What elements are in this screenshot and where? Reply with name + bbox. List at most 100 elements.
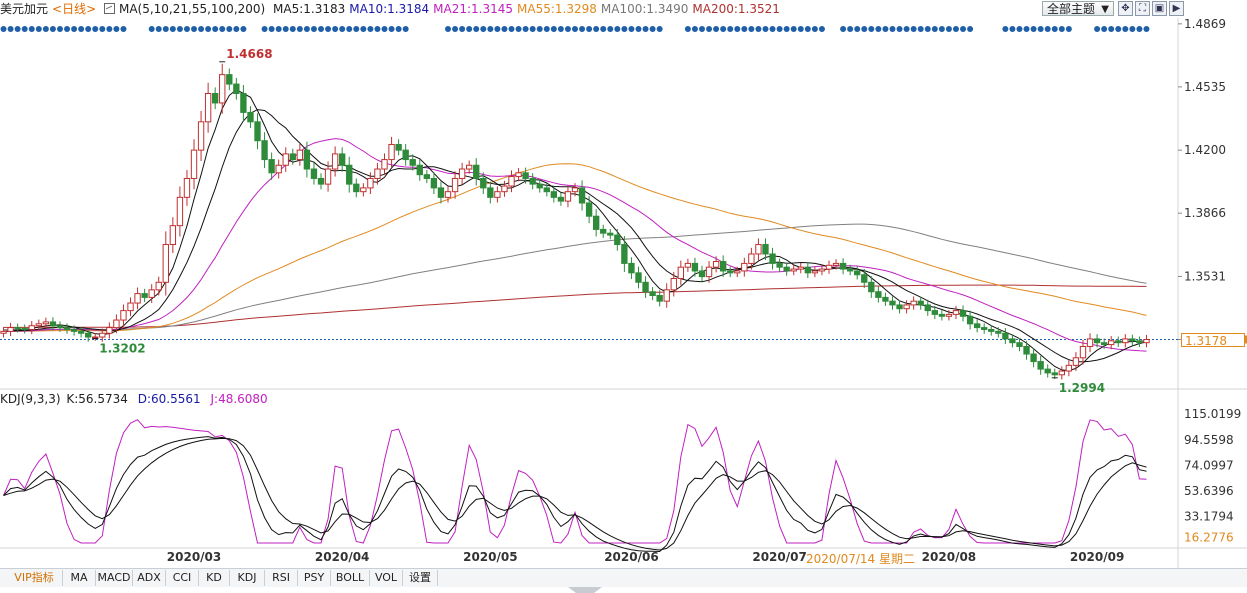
candle <box>988 325 995 336</box>
signal-dot <box>49 26 56 32</box>
signal-dot <box>120 26 127 32</box>
date-tick-label: 2020/07 <box>752 550 806 564</box>
ma55-line <box>3 163 1147 332</box>
candle <box>642 276 649 298</box>
indicator-tab[interactable]: 设置 <box>403 570 438 586</box>
signal-dot <box>487 26 494 32</box>
ma-toggle-icon[interactable] <box>103 3 115 14</box>
price-tick-label: 1.3866 <box>1184 206 1226 220</box>
candle <box>141 288 148 303</box>
indicator-tab[interactable]: CCI <box>166 570 199 586</box>
candle <box>931 305 938 320</box>
indicator-tab[interactable]: MA <box>63 570 96 586</box>
cursor-price-tag: 1.3178 <box>1181 333 1245 348</box>
signal-dot <box>952 26 959 32</box>
candle <box>458 162 466 185</box>
signal-dot <box>332 26 339 32</box>
signal-dot <box>572 26 578 32</box>
candle <box>804 261 812 279</box>
ma-value: MA200:1.3521 <box>692 2 780 16</box>
ma-value: MA5:1.3183 <box>273 2 346 16</box>
candle <box>106 322 113 339</box>
signal-dot <box>896 26 903 32</box>
signal-dot <box>494 26 501 32</box>
signal-dot <box>78 26 85 32</box>
candle <box>451 171 459 199</box>
candle <box>134 287 141 310</box>
indicator-tab[interactable]: VIP指标 <box>6 570 63 586</box>
candle <box>1079 339 1087 365</box>
candle <box>825 260 833 274</box>
signal-dot <box>550 26 557 32</box>
candle <box>28 320 35 335</box>
candle <box>127 297 134 317</box>
kdj-j-line <box>3 419 1147 544</box>
signal-dot <box>628 26 635 32</box>
indicator-tab[interactable]: PSY <box>298 570 331 586</box>
candle <box>42 317 50 329</box>
signal-dot <box>522 26 529 32</box>
candle <box>99 328 106 342</box>
signal-dot <box>776 26 783 32</box>
candle <box>494 186 501 203</box>
indicator-tab[interactable]: BOLL <box>331 570 370 586</box>
candle <box>176 186 184 237</box>
signal-dot <box>797 26 804 32</box>
signal-dot <box>183 26 190 32</box>
candles <box>0 63 1150 380</box>
indicator-tab[interactable]: MACD <box>96 570 133 586</box>
kdj-k-line <box>3 436 1147 553</box>
candle <box>691 257 699 277</box>
date-tick-label: 2020/05 <box>463 550 517 564</box>
indicator-tab[interactable]: KD <box>199 570 230 586</box>
signal-dot <box>155 26 162 32</box>
signal-dot <box>1094 26 1101 32</box>
kdj-tick-label: 16.2776 <box>1184 531 1234 545</box>
candle <box>423 169 431 184</box>
candle <box>995 327 1002 338</box>
candle <box>1100 338 1108 349</box>
candle <box>896 300 903 314</box>
period-selector[interactable]: <日线> <box>52 2 97 16</box>
candle <box>1037 355 1044 375</box>
candle <box>148 284 155 304</box>
candle <box>487 181 494 204</box>
candle <box>289 148 296 165</box>
candle <box>416 159 423 181</box>
move-crosshair-icon[interactable]: ✥ <box>1118 1 1133 16</box>
play-icon[interactable]: ▶ <box>1169 1 1184 16</box>
candle <box>261 132 268 169</box>
signal-dot <box>593 26 600 32</box>
signal-dot <box>910 26 917 32</box>
ma100-line <box>3 223 1147 331</box>
candle <box>501 180 508 197</box>
signal-dot <box>840 26 847 32</box>
restore-icon[interactable]: ▣ <box>1152 1 1167 16</box>
signal-dot <box>706 26 713 32</box>
candle <box>162 231 169 296</box>
signal-dot <box>92 26 99 32</box>
candle <box>233 77 240 100</box>
indicator-tab[interactable]: KDJ <box>230 570 265 586</box>
signal-dot <box>226 26 233 32</box>
signal-dot <box>861 26 868 32</box>
indicator-tab[interactable]: RSI <box>265 570 298 586</box>
signal-dot <box>1115 26 1122 32</box>
candle <box>0 327 7 338</box>
candle <box>226 68 233 91</box>
theme-dropdown[interactable]: 全部主题 ▼ <box>1042 1 1114 16</box>
candle <box>303 141 311 178</box>
chevron-down-icon: ▼ <box>1101 4 1109 15</box>
signal-dot <box>346 26 353 32</box>
resize-handle[interactable] <box>568 587 602 593</box>
indicator-tab[interactable]: ADX <box>133 570 166 586</box>
signal-dot <box>557 26 564 32</box>
indicator-tab[interactable]: VOL <box>370 570 403 586</box>
kdj-d-line <box>3 437 1147 551</box>
extreme-label: 1.3202 <box>99 342 145 356</box>
candle <box>113 314 120 334</box>
expand-icon[interactable]: ⛶ <box>1135 1 1150 16</box>
signal-dot <box>268 26 275 32</box>
candle <box>1086 333 1094 353</box>
